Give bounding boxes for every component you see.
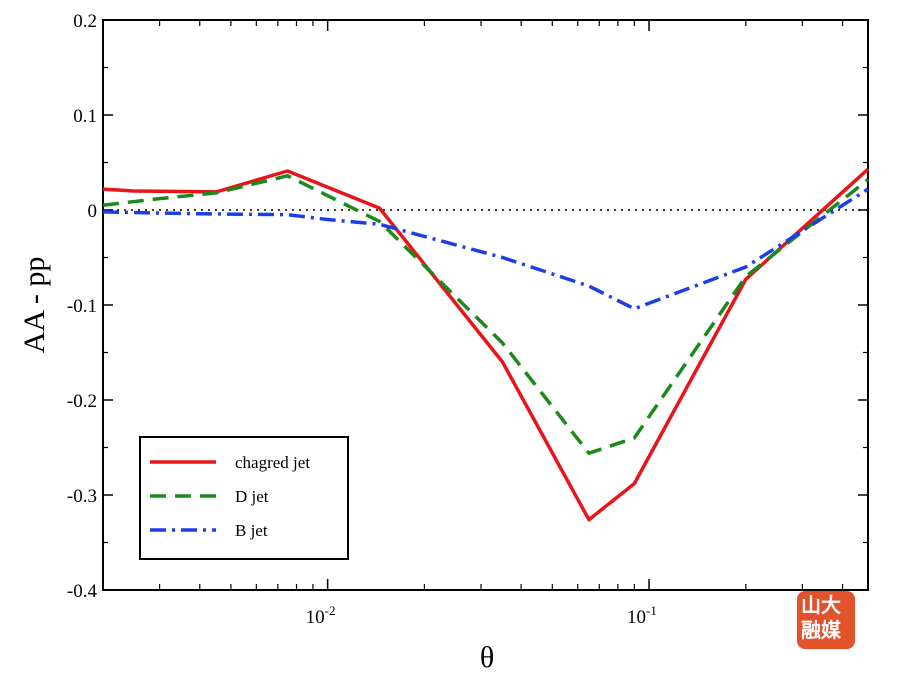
y-tick-label-2: 0	[88, 201, 98, 222]
y-axis-title: AA - pp	[18, 257, 51, 354]
watermark-logo: 山大 融媒	[797, 591, 855, 649]
legend-box	[139, 436, 349, 560]
axis-ticks: 0.2 0.1 0 -0.1 -0.2 -0.3 -0.4 10-2 10-1	[67, 11, 868, 628]
y-tick-label-1: 0.1	[73, 106, 97, 127]
logo-line-1: 山大	[801, 593, 841, 617]
y-tick-label-4: -0.2	[67, 391, 97, 412]
legend-label-d-jet: D jet	[235, 487, 269, 506]
legend-label-charged-jet: chagred jet	[235, 453, 310, 472]
series-line-0	[102, 167, 870, 522]
legend: chagred jet D jet B jet	[139, 436, 349, 560]
series-line-1	[102, 174, 870, 455]
y-tick-label-6: -0.4	[67, 581, 98, 602]
y-tick-label-0: 0.2	[73, 11, 97, 32]
logo-line-2: 融媒	[801, 618, 841, 642]
y-tick-label-5: -0.3	[67, 486, 97, 507]
x-tick-label-0: 10-2	[306, 603, 336, 628]
y-tick-label-3: -0.1	[67, 296, 97, 317]
series-line-2	[102, 187, 869, 311]
series-layer	[102, 167, 870, 522]
x-tick-label-1: 10-1	[627, 603, 657, 628]
x-axis-title: θ	[480, 641, 494, 674]
legend-label-b-jet: B jet	[235, 521, 268, 540]
